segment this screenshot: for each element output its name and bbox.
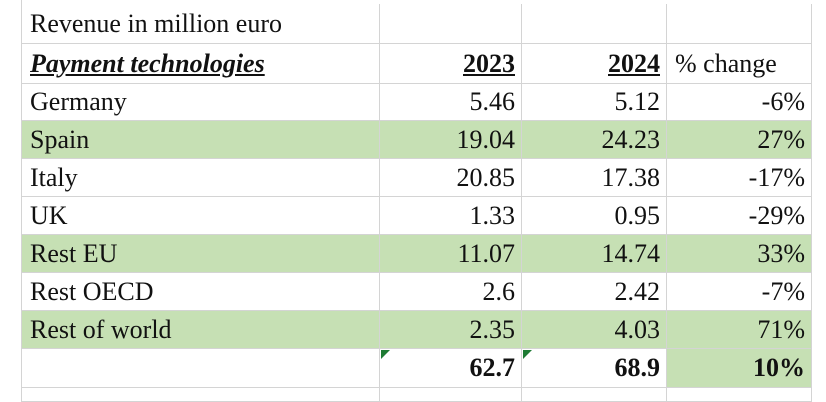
empty-cell <box>667 388 812 402</box>
value-cell: 5.12 <box>522 84 667 121</box>
error-indicator <box>381 350 390 359</box>
value-cell: 1.33 <box>380 197 522 235</box>
title-cell: Revenue in million euro <box>22 4 380 44</box>
value-cell: 71% <box>667 311 812 349</box>
value-cell: 14.74 <box>522 235 667 273</box>
header-cell: 2023 <box>380 44 522 84</box>
grid-border <box>21 0 22 402</box>
row-label: Spain <box>22 121 380 159</box>
row-label: Germany <box>22 84 380 121</box>
value-cell: 4.03 <box>522 311 667 349</box>
empty-cell <box>667 4 812 44</box>
row-label: Italy <box>22 159 380 197</box>
value-cell: 11.07 <box>380 235 522 273</box>
row-label: Rest OECD <box>22 273 380 311</box>
value-cell: 24.23 <box>522 121 667 159</box>
value-cell: 33% <box>667 235 812 273</box>
total-cell: 68.9 <box>522 349 667 388</box>
empty-cell <box>22 388 380 402</box>
total-cell: 10% <box>667 349 812 388</box>
value-cell: 20.85 <box>380 159 522 197</box>
value-cell: 5.46 <box>380 84 522 121</box>
value-cell: 2.42 <box>522 273 667 311</box>
empty-cell <box>22 349 380 388</box>
value-cell: 17.38 <box>522 159 667 197</box>
row-label: UK <box>22 197 380 235</box>
total-cell: 62.7 <box>380 349 522 388</box>
error-indicator <box>523 350 532 359</box>
empty-cell <box>522 388 667 402</box>
empty-cell <box>380 388 522 402</box>
row-label: Rest EU <box>22 235 380 273</box>
value-cell: -7% <box>667 273 812 311</box>
value-cell: -17% <box>667 159 812 197</box>
header-cell: % change <box>667 44 812 84</box>
value-cell: -6% <box>667 84 812 121</box>
row-label: Rest of world <box>22 311 380 349</box>
header-cell: Payment technologies <box>22 44 380 84</box>
value-cell: 0.95 <box>522 197 667 235</box>
empty-cell <box>522 4 667 44</box>
value-cell: 2.6 <box>380 273 522 311</box>
empty-cell <box>380 4 522 44</box>
value-cell: 2.35 <box>380 311 522 349</box>
header-cell: 2024 <box>522 44 667 84</box>
value-cell: 19.04 <box>380 121 522 159</box>
value-cell: 27% <box>667 121 812 159</box>
value-cell: -29% <box>667 197 812 235</box>
